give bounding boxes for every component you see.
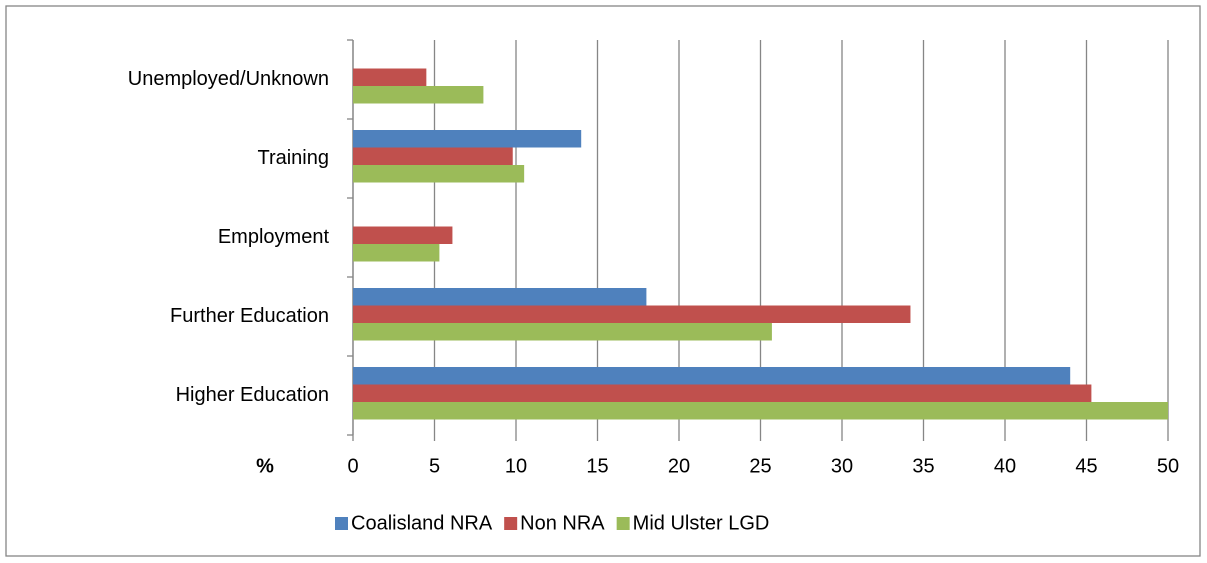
legend-label: Coalisland NRA	[351, 512, 493, 534]
x-tick-label: 20	[668, 455, 690, 477]
bar	[353, 323, 772, 341]
legend-swatch	[504, 517, 518, 530]
chart-border	[5, 5, 1201, 557]
x-tick-label: 0	[347, 455, 358, 477]
x-tick-label: 40	[994, 455, 1016, 477]
bar	[353, 147, 513, 165]
x-tick-label: 5	[429, 455, 440, 477]
x-tick-label: 35	[912, 455, 934, 477]
x-axis-label: %	[256, 455, 274, 477]
legend-label: Mid Ulster LGD	[633, 512, 770, 534]
bar	[353, 305, 911, 323]
bar	[353, 402, 1168, 420]
bar	[353, 384, 1092, 402]
bar	[353, 226, 453, 244]
x-tick-label: 50	[1157, 455, 1179, 477]
legend-swatch	[616, 517, 630, 530]
x-tick-label: 30	[831, 455, 853, 477]
bar	[353, 68, 427, 86]
y-tick-label: Further Education	[170, 305, 329, 327]
legend-label: Non NRA	[520, 512, 605, 534]
x-tick-label: 25	[749, 455, 771, 477]
y-tick-label: Higher Education	[176, 384, 329, 406]
y-tick-label: Unemployed/Unknown	[128, 68, 329, 90]
bar	[353, 367, 1071, 385]
y-tick-label: Employment	[218, 226, 330, 248]
x-tick-label: 45	[1075, 455, 1097, 477]
x-tick-label: 10	[505, 455, 527, 477]
bar	[353, 130, 582, 148]
bar	[353, 244, 440, 262]
y-tick-label: Training	[257, 147, 329, 169]
bar	[353, 165, 525, 183]
bar	[353, 288, 647, 306]
bar	[353, 86, 484, 104]
x-tick-label: 15	[586, 455, 608, 477]
legend-swatch	[335, 517, 348, 530]
